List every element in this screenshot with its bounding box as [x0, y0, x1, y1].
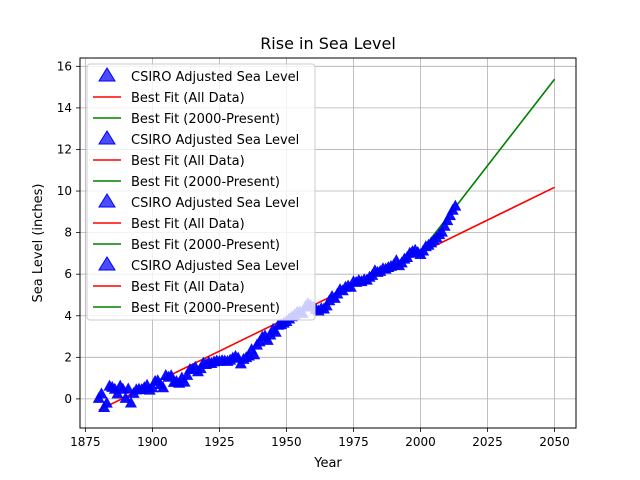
x-axis-ticks: 1875 1900 1925 1950 1975 2000 2025 2050	[70, 428, 570, 449]
x-tick-label: 1875	[70, 435, 101, 449]
sea-level-point	[124, 396, 137, 408]
x-tick-label: 2050	[539, 435, 570, 449]
sea-level-point	[119, 391, 132, 403]
legend-label: CSIRO Adjusted Sea Level	[131, 196, 299, 211]
sea-level-point	[122, 382, 135, 394]
legend-label: Best Fit (2000-Present)	[131, 112, 280, 127]
y-tick-label: 16	[57, 59, 72, 73]
legend-label: Best Fit (2000-Present)	[131, 175, 280, 190]
legend-label: Best Fit (All Data)	[131, 217, 245, 232]
x-tick-label: 1900	[137, 435, 168, 449]
legend-marker	[98, 193, 116, 208]
y-tick-label: 12	[57, 142, 72, 156]
legend-label: Best Fit (2000-Present)	[131, 301, 280, 316]
y-axis-ticks: 0 2 4 6 8 10 12 14 16	[57, 59, 80, 406]
legend-label: Best Fit (All Data)	[131, 280, 245, 295]
data-points	[92, 199, 462, 413]
x-tick-label: 2000	[405, 435, 436, 449]
chart-title: Rise in Sea Level	[260, 34, 396, 53]
x-tick-label: 1950	[271, 435, 302, 449]
legend-label: Best Fit (All Data)	[131, 154, 245, 169]
sea-level-point	[438, 219, 451, 231]
sea-level-point	[181, 368, 194, 380]
sea-level-point	[178, 375, 191, 387]
sea-level-point	[95, 387, 108, 399]
y-tick-label: 14	[57, 101, 72, 115]
legend-marker	[98, 67, 116, 82]
sea-level-point	[157, 381, 170, 393]
legend-box	[86, 63, 316, 321]
sea-level-point	[449, 199, 462, 211]
y-tick-label: 2	[64, 350, 72, 364]
legend-label: CSIRO Adjusted Sea Level	[131, 133, 299, 148]
legend-marker	[98, 256, 116, 271]
sea-level-point	[269, 325, 282, 337]
x-axis-label: Year	[313, 456, 342, 471]
plot-frame	[79, 57, 577, 429]
y-tick-label: 8	[64, 226, 72, 240]
x-tick-label: 1975	[338, 435, 369, 449]
legend-label: Best Fit (All Data)	[131, 91, 245, 106]
best-fit-line	[98, 186, 555, 411]
sea-level-point	[100, 396, 113, 408]
legend-label: CSIRO Adjusted Sea Level	[131, 70, 299, 85]
x-tick-label: 2025	[472, 435, 503, 449]
y-tick-label: 6	[64, 267, 72, 281]
legend-marker	[98, 130, 116, 145]
y-tick-label: 4	[64, 309, 72, 323]
y-axis-label: Sea Level (inches)	[31, 184, 46, 303]
legend: CSIRO Adjusted Sea Level Best Fit (All Da…	[86, 63, 316, 321]
sea-level-point	[146, 381, 159, 393]
legend-label: Best Fit (2000-Present)	[131, 238, 280, 253]
x-tick-label: 1925	[204, 435, 235, 449]
legend-label: CSIRO Adjusted Sea Level	[131, 259, 299, 274]
sea-level-point	[435, 225, 448, 237]
sea-level-point	[248, 348, 261, 360]
y-tick-label: 10	[57, 184, 72, 198]
y-tick-label: 0	[64, 392, 72, 406]
